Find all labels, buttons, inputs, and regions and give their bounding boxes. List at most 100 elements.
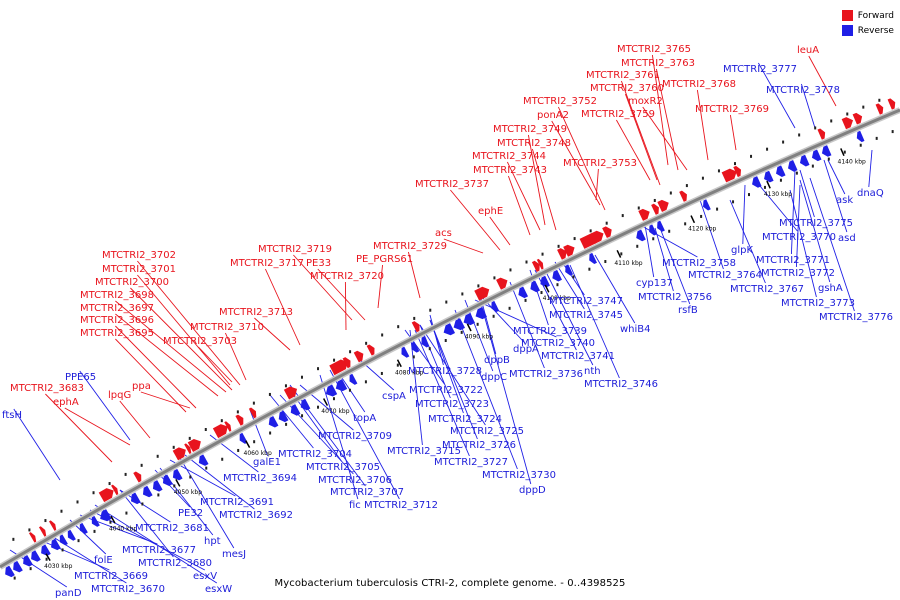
fwd-leader-line — [317, 268, 366, 321]
rev-gene-label: MTCTRI2_3680 — [138, 558, 212, 569]
tick-mark — [284, 384, 287, 388]
forward-gene-22 — [536, 258, 544, 270]
rev-leader-line — [800, 83, 816, 129]
tick-mark — [156, 454, 159, 458]
tick-mark — [221, 457, 224, 461]
fwd-gene-label: MTCTRI2_3753 — [563, 158, 637, 169]
forward-gene-27 — [602, 226, 612, 239]
fwd-gene-label: MTCTRI2_3710 — [190, 322, 264, 333]
rev-gene-label: MTCTRI2_3726 — [442, 440, 516, 451]
tick-mark — [365, 341, 368, 345]
reverse-gene-44 — [764, 170, 774, 183]
fwd-gene-label: MTCTRI2_3769 — [695, 104, 769, 115]
tick-mark — [669, 191, 672, 195]
fwd-leader-line — [531, 148, 557, 231]
reverse-gene-10 — [100, 509, 112, 522]
tick-mark — [204, 428, 207, 432]
reverse-gene-11 — [130, 492, 141, 505]
rev-gene-label: glpK — [731, 245, 753, 256]
fwd-gene-label: MTCTRI2_3765 — [617, 44, 691, 55]
strand-legend: Forward Reverse — [841, 8, 894, 38]
fwd-gene-label: ponA2 — [537, 110, 569, 121]
fwd-gene-label: MTCTRI2_3713 — [219, 307, 293, 318]
forward-gene-3 — [98, 488, 114, 503]
rev-leader-line — [13, 408, 61, 481]
fwd-gene-label: MTCTRI2_3717 — [230, 258, 304, 269]
fwd-leader-line — [506, 161, 541, 231]
forward-gene-23 — [557, 248, 567, 260]
rev-gene-label: MTCTRI2_3772 — [761, 268, 835, 279]
forward-gene-24 — [563, 244, 575, 257]
fwd-leader-line — [115, 325, 197, 409]
tick-mark — [524, 298, 527, 302]
reverse-gene-42 — [703, 199, 711, 211]
fwd-gene-label: MTCTRI2_3697 — [80, 303, 154, 314]
tick-mark — [461, 292, 464, 296]
fwd-leader-line — [254, 317, 291, 351]
tick-mark — [637, 206, 640, 210]
kbp-ticks: 4030 kbp 4040 kbp 4050 kbp 4060 kbp 4070 kbp… — [12, 98, 894, 580]
rev-leader-line — [544, 269, 594, 366]
reverse-gene-13 — [152, 480, 163, 492]
rev-leader-line — [339, 374, 366, 413]
reverse-gene-20 — [290, 404, 301, 416]
rev-gene-label: MTCTRI2_3694 — [223, 473, 297, 484]
rev-gene-label: MTCTRI2_3746 — [584, 379, 658, 390]
reverse-gene-18 — [268, 415, 279, 428]
kbp-tick — [110, 515, 116, 524]
reverse-gene-33 — [518, 286, 529, 299]
forward-gene-20 — [496, 277, 508, 290]
rev-gene-label: MTCTRI2_3715 — [387, 446, 461, 457]
rev-gene-label: MTCTRI2_3707 — [330, 487, 404, 498]
tick-mark — [859, 143, 862, 147]
rev-leader-line — [479, 299, 532, 485]
rev-leader-line — [79, 370, 131, 441]
forward-gene-37 — [875, 103, 884, 115]
fwd-gene-label: PE_PGRS61 — [356, 254, 413, 265]
rev-leader-line — [789, 189, 817, 298]
tick-mark — [125, 511, 128, 515]
forward-gene-1 — [38, 526, 47, 537]
rev-gene-label: cspA — [382, 391, 406, 402]
reverse-gene-45 — [776, 165, 786, 178]
rev-gene-label: MTCTRI2_3724 — [428, 414, 502, 425]
forward-gene-18 — [411, 321, 420, 333]
reverse-gene-5 — [51, 538, 61, 551]
forward-gene-36 — [852, 112, 863, 125]
rev-gene-label: MTCTRI2_3764 — [688, 270, 762, 281]
rev-leader-line — [419, 324, 451, 399]
kbp-tick — [45, 553, 51, 562]
rev-leader-line — [289, 389, 342, 462]
fwd-gene-label: acs — [435, 228, 452, 239]
rev-gene-label: rsfB — [678, 305, 698, 316]
tick-mark — [588, 267, 591, 271]
kbp-label: 4080 kbp — [395, 369, 423, 376]
reverse-gene-48 — [811, 149, 822, 162]
rev-leader-line — [799, 179, 831, 283]
tick-mark — [108, 482, 111, 486]
tick-mark — [76, 500, 79, 504]
rev-gene-label: MTCTRI2_3677 — [122, 545, 196, 556]
forward-gene-28 — [638, 208, 650, 221]
rev-gene-label: MTCTRI2_3709 — [318, 431, 392, 442]
rev-gene-label: ask — [836, 195, 853, 206]
tick-mark — [317, 405, 320, 409]
tick-mark — [92, 491, 95, 495]
rev-gene-label: folE — [94, 555, 113, 566]
rev-gene-label: MTCTRI2_3771 — [756, 255, 830, 266]
reverse-gene-4 — [41, 544, 51, 556]
fwd-gene-label: MTCTRI2_3703 — [163, 336, 237, 347]
tick-mark — [253, 440, 256, 444]
fwd-leader-line — [642, 106, 688, 171]
rev-gene-label: dppD — [519, 485, 546, 496]
fwd-gene-label: MTCTRI2_3759 — [581, 109, 655, 120]
reverse-gene-22 — [325, 384, 338, 397]
rev-gene-label: MTCTRI2_3730 — [482, 470, 556, 481]
fwd-leader-line — [119, 400, 151, 439]
fwd-leader-line — [620, 80, 661, 186]
rev-gene-label: MTCTRI2_3776 — [819, 312, 893, 323]
rev-gene-label: galE1 — [253, 457, 281, 468]
rev-gene-label: dppB — [484, 355, 510, 366]
reverse-swatch — [841, 25, 853, 36]
reverse-gene-6 — [59, 534, 68, 546]
